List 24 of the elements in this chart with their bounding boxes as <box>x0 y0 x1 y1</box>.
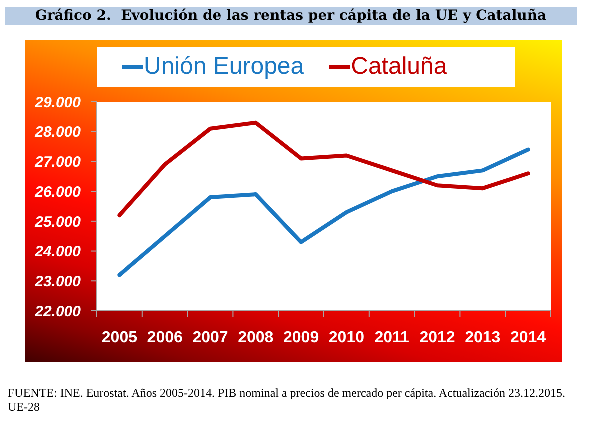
x-tick-label: 2013 <box>465 329 501 346</box>
chart-title: Gráfico 2. Evolución de las rentas per cápita de la UE y Cataluña <box>5 7 577 25</box>
y-tick-label: 23.000 <box>34 273 82 290</box>
y-tick-label: 25.000 <box>34 214 82 231</box>
y-tick-label: 27.000 <box>34 154 82 172</box>
line-series <box>118 120 530 218</box>
source-note: FUENTE: INE. Eurostat. Años 2005-2014. PIB nominal a precios de mercado per cápita. Actualización 23.12.2015. UE-28 <box>8 386 567 414</box>
x-tick-label: 2012 <box>420 329 456 346</box>
x-tick-label: 2009 <box>284 329 320 346</box>
y-tick-label: 22.000 <box>34 303 82 320</box>
x-tick-label: 2010 <box>328 329 365 346</box>
legend-label: Cataluña <box>350 53 448 81</box>
y-tick-label: 26.000 <box>34 184 82 201</box>
x-tick-label: 2006 <box>147 329 183 346</box>
legend-label: Unión Europea <box>143 53 304 81</box>
x-tick-label: 2005 <box>102 329 138 346</box>
y-tick-label: 29.000 <box>34 94 82 112</box>
x-tick-label: 2011 <box>374 329 410 346</box>
x-tick-label: 2008 <box>238 329 274 346</box>
y-tick-label: 28.000 <box>34 124 82 142</box>
x-tick-label: 2014 <box>510 329 546 346</box>
x-tick-label: 2007 <box>192 329 228 346</box>
y-tick-label: 24.000 <box>34 244 82 261</box>
line-series <box>118 148 530 278</box>
